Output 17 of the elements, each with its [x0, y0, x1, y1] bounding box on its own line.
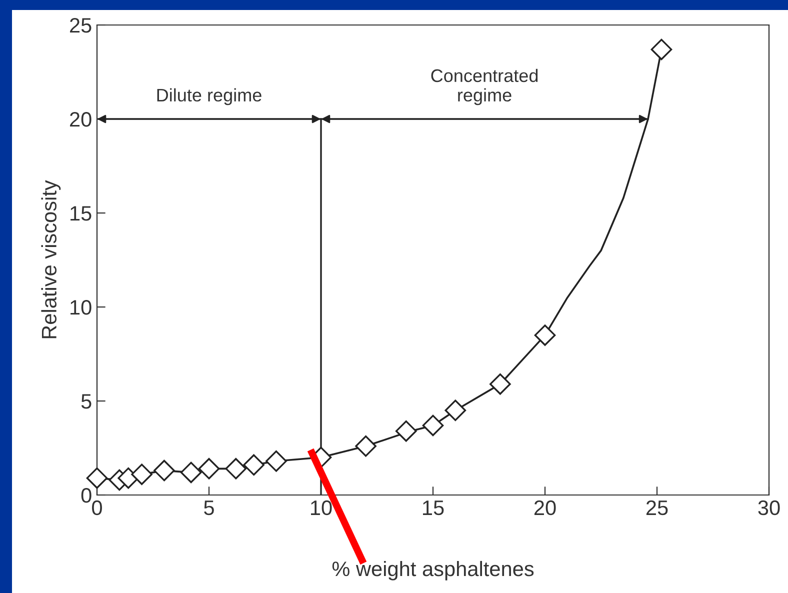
x-tick-label: 10: [311, 500, 332, 516]
x-tick-label: 20: [534, 500, 556, 516]
x-tick-label: 5: [204, 500, 214, 516]
annotation: Dilute regime: [157, 88, 262, 106]
y-tick-label: 20: [70, 112, 92, 127]
x-tick-label: 0: [92, 500, 102, 516]
y-tick-label: 0: [81, 488, 92, 503]
x-tick-label: 25: [646, 500, 668, 516]
x-tick-label: 30: [758, 500, 780, 516]
y-tick-label: 25: [70, 18, 92, 33]
annotation: Concentrated regime: [431, 68, 538, 106]
y-axis-title: Relative viscosity: [41, 180, 61, 338]
y-tick-label: 10: [70, 300, 92, 315]
y-tick-label: 5: [81, 394, 92, 409]
y-tick-label: 15: [70, 206, 92, 221]
x-tick-label: 15: [423, 500, 444, 516]
x-axis-title: % weight asphaltenes: [332, 560, 534, 580]
